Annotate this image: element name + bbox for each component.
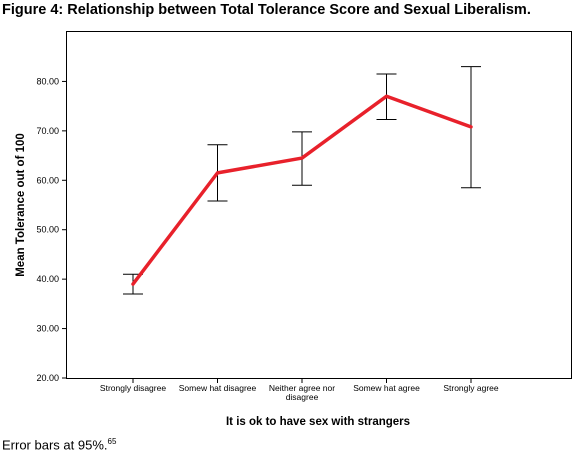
x-tick-label: Strongly disagree — [100, 383, 166, 393]
x-tick-label: Strongly agree — [443, 383, 499, 393]
y-tick-label: 70.00 — [36, 126, 59, 136]
footnote: Error bars at 95%.65 — [2, 437, 116, 452]
footnote-reference: 65 — [107, 437, 117, 446]
plot-frame — [66, 31, 572, 379]
figure-title: Figure 4: Relationship between Total Tol… — [2, 2, 531, 18]
y-axis: 20.00 30.00 40.00 50.00 60.00 70.00 80.00 — [36, 76, 67, 383]
y-tick-label: 30.00 — [36, 324, 59, 334]
series-line-group — [131, 94, 473, 286]
y-tick-label: 80.00 — [36, 76, 59, 86]
data-point — [131, 282, 135, 286]
data-point — [385, 94, 388, 98]
error-bars — [123, 66, 481, 295]
footnote-text: Error bars at 95%. — [2, 437, 108, 453]
data-point — [216, 171, 219, 175]
x-tick-label: Neither agree nor disagree — [269, 383, 335, 402]
x-tick-label: Somew hat disagree — [179, 383, 257, 393]
data-point — [469, 125, 473, 129]
y-tick-label: 50.00 — [36, 225, 59, 235]
data-point — [300, 156, 304, 160]
y-tick-label: 20.00 — [36, 373, 59, 383]
x-axis-label: It is ok to have sex with strangers — [226, 416, 410, 428]
y-tick-label: 60.00 — [36, 175, 59, 185]
y-tick-label: 40.00 — [36, 274, 59, 284]
x-axis: Strongly disagree Somew hat disagree Neith… — [100, 378, 499, 402]
y-axis-label: Mean Tolerance out of 100 — [15, 133, 27, 277]
series-line — [131, 94, 473, 286]
x-tick-label: Somew hat agree — [353, 383, 420, 393]
